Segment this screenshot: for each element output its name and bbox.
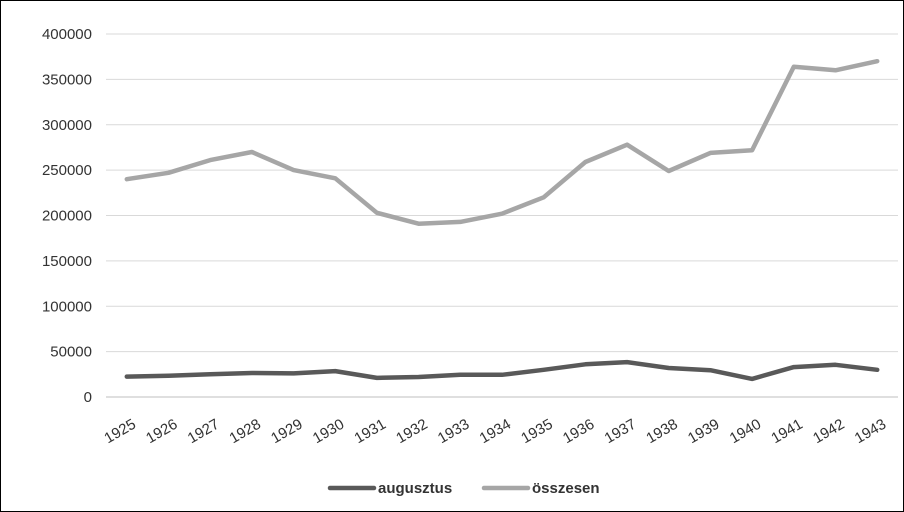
y-tick-label: 0	[84, 389, 92, 406]
x-tick-label: 1942	[810, 416, 847, 447]
y-tick-label: 250000	[42, 162, 92, 179]
x-axis: 1925 1926 1927 1928 1929 1930 1931 1932 1933 1934…	[101, 416, 889, 447]
y-tick-label: 300000	[42, 117, 92, 134]
x-tick-label: 1934	[477, 416, 514, 447]
x-tick-label: 1928	[226, 416, 263, 447]
x-tick-label: 1925	[101, 416, 138, 447]
x-tick-label: 1931	[352, 416, 389, 447]
x-tick-label: 1936	[560, 416, 597, 447]
y-tick-label: 100000	[42, 298, 92, 315]
legend: augusztus összesen	[327, 480, 600, 497]
series-line-0	[124, 359, 880, 382]
x-tick-label: 1940	[727, 416, 764, 447]
y-tick-label: 150000	[42, 253, 92, 270]
x-tick-label: 1930	[310, 416, 347, 447]
x-tick-label: 1937	[602, 416, 639, 447]
x-tick-label: 1935	[518, 416, 555, 447]
x-tick-label: 1929	[268, 416, 305, 447]
x-tick-label: 1943	[852, 416, 889, 447]
y-tick-label: 50000	[50, 344, 92, 361]
x-tick-label: 1939	[685, 416, 722, 447]
x-tick-label: 1927	[185, 416, 222, 447]
x-tick-label: 1933	[435, 416, 472, 447]
series-line-1	[124, 58, 880, 226]
y-tick-label: 400000	[42, 26, 92, 43]
y-tick-label: 200000	[42, 208, 92, 225]
x-tick-label: 1932	[393, 416, 430, 447]
legend-label: augusztus	[378, 480, 452, 497]
legend-label: összesen	[532, 480, 600, 497]
x-tick-label: 1938	[643, 416, 680, 447]
x-tick-label: 1926	[143, 416, 180, 447]
y-tick-label: 350000	[42, 71, 92, 88]
x-tick-label: 1941	[768, 416, 805, 447]
y-axis: 0 50000 100000 150000 200000 250000 300000 3500…	[42, 26, 92, 406]
series-lines	[124, 58, 880, 382]
